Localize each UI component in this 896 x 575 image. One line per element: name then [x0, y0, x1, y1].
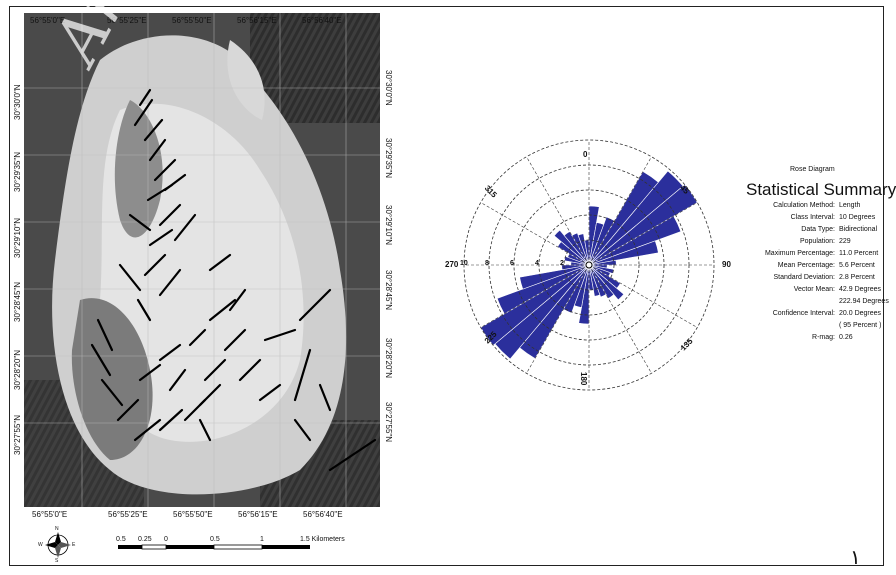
stat-value: 10 Degrees — [839, 214, 876, 221]
stat-value: 2.8 Percent — [839, 274, 875, 281]
stat-label: Population: — [799, 238, 835, 245]
ring-label: 4 — [535, 260, 539, 267]
stat-value: 0.26 — [839, 334, 853, 341]
right-coord: 30°28'20"N — [384, 338, 393, 379]
rose-spoke — [588, 264, 698, 328]
stat-label: Class Interval: — [790, 214, 835, 221]
stat-value: 20.0 Degrees — [839, 310, 882, 317]
rose-angle-90: 90 — [722, 260, 731, 269]
stat-label: Data Type: — [801, 226, 835, 233]
rose-petal — [563, 231, 590, 266]
rose-petal — [571, 232, 590, 266]
rose-diagram — [463, 139, 715, 391]
rose-spoke — [588, 202, 698, 266]
left-coord: 30°30'0"N — [13, 84, 22, 120]
rose-angle-0: 0 — [583, 150, 588, 159]
left-coord: 30°29'35"N — [13, 151, 22, 192]
rose-spoke — [526, 156, 590, 266]
lineaments — [90, 88, 377, 472]
left-coord: 30°28'45"N — [13, 281, 22, 322]
stat-label: Standard Deviation: — [773, 274, 835, 281]
stat-value: ( 95 Percent ) — [839, 322, 882, 329]
stat-label: Vector Mean: — [793, 286, 835, 293]
compass-letter-w: W — [38, 542, 43, 548]
rose-angle-180: 180 — [579, 372, 588, 386]
rose-petal — [588, 264, 607, 298]
bottom-coord: 56°56'15"E — [238, 510, 278, 519]
ring-label: 2 — [560, 260, 564, 267]
rose-petal — [588, 240, 659, 266]
scale-label: 0.25 — [138, 536, 152, 543]
bottom-coord: 56°55'50"E — [173, 510, 213, 519]
right-coord: 30°28'45"N — [384, 270, 393, 311]
top-coord: 56°55'0"E — [30, 16, 66, 25]
rose-angle-270: 270 — [445, 260, 459, 269]
ring-label: 6 — [510, 260, 514, 267]
rose-petal — [519, 264, 590, 290]
right-coord: 30°29'10"N — [384, 205, 393, 246]
rose-spoke — [588, 264, 652, 374]
stat-value: Bidirectional — [839, 226, 878, 233]
scale-bar — [118, 544, 310, 550]
stat-value: 42.9 Degrees — [839, 286, 882, 293]
rose-petal — [588, 264, 625, 301]
right-coord: 30°30'0"N — [384, 70, 393, 106]
scale-label: 1 — [260, 536, 264, 543]
stat-value: 11.0 Percent — [839, 250, 879, 257]
rose-petal — [577, 233, 590, 266]
ring-label: 10 — [460, 260, 468, 267]
top-coord: 56°56'15"E — [237, 16, 277, 25]
scale-label: 0.5 — [210, 536, 220, 543]
top-coord: 56°55'25"E — [107, 16, 147, 25]
rose-spoke — [588, 156, 652, 266]
left-coord: 30°27'55"N — [13, 414, 22, 455]
stat-label: Mean Percentage: — [777, 262, 835, 269]
bottom-coord: 56°55'0"E — [32, 510, 68, 519]
left-coord: 30°29'10"N — [13, 217, 22, 258]
top-coord: 56°56'40"E — [302, 16, 342, 25]
scale-label: 1.5 Kilometers — [300, 536, 345, 543]
scale-label: 0.5 — [116, 536, 126, 543]
figure-frame — [9, 6, 884, 566]
stat-value: 229 — [839, 238, 851, 245]
scale-label: 0 — [164, 536, 168, 543]
compass-letter-n: N — [55, 526, 59, 532]
rose-spoke — [526, 264, 590, 374]
compass-letter-e: E — [72, 542, 76, 548]
left-coord: 30°28'20"N — [13, 349, 22, 390]
rose-diagram-title: Rose Diagram — [790, 166, 835, 173]
stat-value: 5.6 Percent — [839, 262, 875, 269]
stat-label: Calculation Method: — [773, 202, 835, 209]
stats-title: Statistical Summary — [746, 180, 896, 199]
right-coord: 30°29'35"N — [384, 138, 393, 179]
ring-label: 8 — [485, 260, 489, 267]
rose-spoke — [480, 202, 590, 266]
bottom-coord: 56°55'25"E — [108, 510, 148, 519]
stat-label: Confidence Interval: — [772, 310, 835, 317]
bottom-coord: 56°56'40"E — [303, 510, 343, 519]
stat-label: Maximum Percentage: — [764, 250, 835, 257]
rose-petal — [588, 264, 615, 299]
page-number: ١ — [850, 545, 861, 569]
stat-value: Length — [839, 202, 861, 209]
compass-letter-s: S — [55, 558, 59, 564]
stat-value: 222.94 Degrees — [839, 298, 889, 305]
right-coord: 30°27'55"N — [384, 402, 393, 443]
top-coord: 56°55'50"E — [172, 16, 212, 25]
stat-label: R-mag: — [812, 334, 835, 341]
rose-spoke — [480, 264, 590, 328]
compass-rose-icon — [45, 532, 71, 558]
